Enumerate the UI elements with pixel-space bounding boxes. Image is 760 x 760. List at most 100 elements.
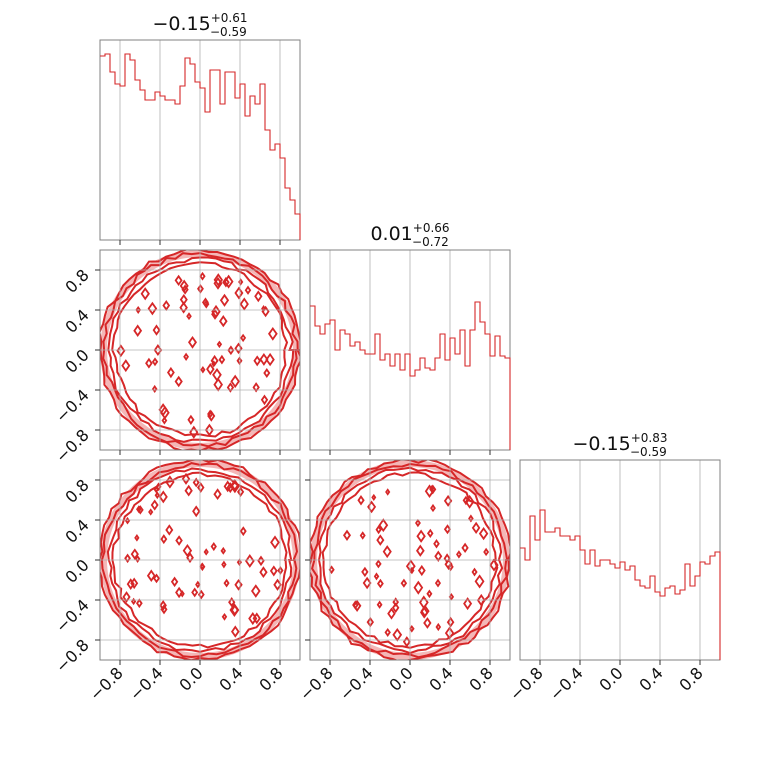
contour-panel-3-blob-27 bbox=[443, 524, 451, 535]
contour-panel-1-ytick-label-1: −0.4 bbox=[52, 385, 93, 426]
panel-title-3: −0.15+0.83 −0.59 bbox=[572, 431, 667, 459]
contour-panel-1-blob-55 bbox=[223, 274, 234, 289]
contour-panel-2-blob-19 bbox=[186, 552, 194, 564]
contour-panel-3-blob-65 bbox=[435, 622, 442, 632]
contour-panel-2-blob-64 bbox=[122, 591, 131, 603]
contour-panel-3-blob-31 bbox=[367, 500, 377, 514]
contour-panel-3-blob-6 bbox=[359, 531, 366, 540]
title-upper-3: +0.83 bbox=[631, 431, 668, 445]
contour-panel-1-blob-12 bbox=[188, 335, 197, 349]
contour-panel-3-blob-16 bbox=[361, 566, 369, 578]
title-value-2: 0.01 bbox=[370, 223, 412, 245]
contour-panel-2-ytick-label-0: −0.8 bbox=[52, 635, 93, 676]
contour-panel-3-blob-52 bbox=[420, 606, 429, 619]
contour-panel-3-blob-3 bbox=[376, 578, 384, 589]
contour-panel-1-blob-60 bbox=[236, 356, 243, 366]
contour-panel-2-ring-3 bbox=[111, 471, 288, 649]
contour-panel-2-blob-0 bbox=[152, 573, 161, 584]
contour-panel-2-blob-36 bbox=[203, 548, 209, 556]
contour-panel-1-ytick-label-4: 0.8 bbox=[61, 265, 92, 296]
contour-panel-2-blob-11 bbox=[181, 472, 191, 485]
histogram-1-gridlines bbox=[119, 40, 281, 240]
contour-panel-2-blob-35 bbox=[124, 553, 131, 564]
contour-panel-3-gridlines bbox=[310, 460, 510, 660]
contour-panel-2-blob-2 bbox=[148, 508, 154, 516]
contour-panel-1-blob-16 bbox=[174, 274, 183, 287]
contour-panel-3-xtick-label-4: 0.8 bbox=[465, 663, 496, 694]
contour-panel-1-blob-50 bbox=[199, 271, 206, 281]
panel-title-2: 0.01+0.66 −0.72 bbox=[370, 221, 449, 249]
contour-panel-3-blob-53 bbox=[382, 545, 392, 559]
contour-panel-2-blob-25 bbox=[192, 477, 200, 488]
contour-panel-2-blob-58 bbox=[146, 569, 156, 582]
contour-panel-3-blob-49 bbox=[471, 521, 481, 534]
contour-panel-3-blob-55 bbox=[423, 617, 432, 629]
contour-panel-2-blob-24 bbox=[223, 480, 232, 493]
contour-panel-2-blob-21 bbox=[170, 576, 179, 588]
contour-panel-1-blob-35 bbox=[222, 276, 230, 288]
contour-panel-3-blob-18 bbox=[376, 600, 383, 609]
contour-panel-1-blob-26 bbox=[218, 315, 228, 328]
contour-panel-3-blob-58 bbox=[468, 514, 474, 523]
contour-panel-1-blob-30 bbox=[240, 333, 247, 343]
contour-panel-2-xtick-label-3: 0.4 bbox=[215, 663, 246, 694]
contour-panel-1-blob-21 bbox=[263, 368, 271, 378]
contour-panel-3-ring-2 bbox=[317, 466, 504, 655]
contour-panel-1-blob-27 bbox=[212, 367, 222, 382]
contour-panel-3-blob-56 bbox=[429, 485, 435, 493]
contour-panel-2-blob-3 bbox=[220, 546, 226, 555]
contour-panel-2-xtick-label-2: 0.0 bbox=[175, 663, 206, 694]
contour-panel-2-blob-14 bbox=[213, 488, 222, 501]
contour-panel-2-blob-49 bbox=[270, 535, 280, 550]
contour-panel-1-blob-44 bbox=[211, 360, 217, 368]
contour-panel-3-blob-4 bbox=[474, 574, 485, 589]
contour-panel-1-blob-19 bbox=[207, 410, 216, 422]
contour-panel-3-blob-46 bbox=[376, 534, 385, 546]
contour-panel-1-blob-69 bbox=[152, 324, 161, 336]
contour-panel-3-blob-41 bbox=[447, 562, 454, 572]
contour-panel-3-blob-34 bbox=[461, 542, 469, 554]
histogram-3-steps bbox=[520, 509, 721, 660]
title-value-3: −0.15 bbox=[572, 433, 630, 455]
contour-panel-1-blob-42 bbox=[218, 354, 226, 365]
contour-panel-3-blob-9 bbox=[402, 636, 411, 648]
contour-panel-1-blob-43 bbox=[174, 375, 183, 388]
contour-panel-1-blob-68 bbox=[147, 301, 158, 316]
histogram-3-xtick-label-2: 0.0 bbox=[595, 663, 626, 694]
contour-panel-2-blob-51 bbox=[134, 554, 141, 564]
contour-panel-3-blob-21 bbox=[342, 529, 352, 541]
contour-panel-1-blob-2 bbox=[239, 297, 249, 311]
contour-panel-1-blob-24 bbox=[219, 293, 230, 307]
contour-panel-3-blob-42 bbox=[352, 599, 362, 612]
contour-panel-2-blob-22 bbox=[221, 612, 228, 621]
contour-panel-3-blob-25 bbox=[362, 576, 372, 590]
contour-panel-3-blob-24 bbox=[463, 597, 473, 611]
contour-panel-3-blob-29 bbox=[489, 558, 499, 572]
contour-panel-2-blob-63 bbox=[195, 580, 201, 589]
contour-panel-2-blob-43 bbox=[234, 578, 243, 591]
contour-panel-3-blob-32 bbox=[413, 580, 424, 595]
contour-panel-2-blob-56 bbox=[154, 491, 160, 500]
contour-panel-3-blob-63 bbox=[391, 602, 400, 614]
contour-panel-1-blob-28 bbox=[216, 340, 223, 349]
contour-panel-1-blob-23 bbox=[260, 394, 269, 406]
contour-panel-3-blob-40 bbox=[430, 503, 436, 513]
contour-panel-3-blob-17 bbox=[384, 627, 391, 637]
contour-panel-2-blob-47 bbox=[165, 524, 174, 536]
contour-panel-2-density bbox=[100, 460, 300, 660]
title-upper-1: +0.61 bbox=[211, 11, 248, 25]
contour-panel-2-blob-34 bbox=[130, 548, 139, 560]
contour-panel-2-ring-1 bbox=[100, 462, 299, 659]
histogram-3-xtick-label-1: −0.4 bbox=[546, 663, 587, 704]
contour-panel-3-blob-11 bbox=[371, 493, 377, 501]
contour-panel-1-blob-7 bbox=[230, 374, 240, 389]
histogram-3-gridlines bbox=[539, 460, 701, 660]
contour-panel-3-xtick-label-0: −0.8 bbox=[296, 663, 337, 704]
contour-panel-1-blob-51 bbox=[244, 285, 252, 295]
contour-panel-2-ytick-label-1: −0.4 bbox=[52, 595, 93, 636]
contour-panel-3-blob-33 bbox=[483, 547, 490, 557]
contour-panel-1-blob-39 bbox=[206, 363, 215, 376]
contour-panel-1-blob-47 bbox=[261, 305, 267, 313]
contour-panel-1-blob-52 bbox=[151, 357, 159, 367]
